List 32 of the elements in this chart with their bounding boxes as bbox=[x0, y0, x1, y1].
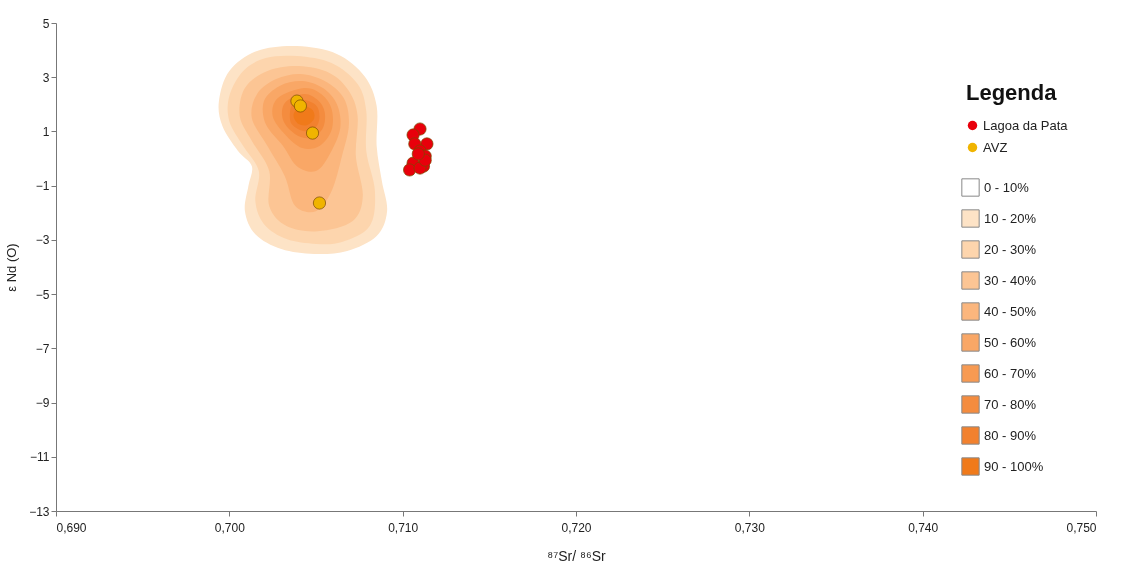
legend-label: 70 - 80% bbox=[984, 396, 1037, 412]
y-tick-label: 5 bbox=[42, 16, 50, 31]
y-tick-label: 3 bbox=[42, 70, 50, 85]
x-tick-label: 0,710 bbox=[388, 520, 419, 535]
legend-label: AVZ bbox=[983, 139, 1008, 155]
legend-label: 40 - 50% bbox=[984, 303, 1037, 319]
legend-label: 20 - 30% bbox=[984, 241, 1037, 257]
legend-label: 0 - 10% bbox=[984, 179, 1030, 195]
x-tick-label: 0,720 bbox=[561, 520, 592, 535]
y-tick-label: 1 bbox=[42, 124, 50, 139]
legend-label: 80 - 90% bbox=[984, 427, 1037, 443]
y-tick-label: −7 bbox=[35, 341, 50, 356]
x-tick-label: 0,690 bbox=[56, 520, 87, 535]
legend-label: 60 - 70% bbox=[984, 365, 1037, 381]
x-tick-label: 0,730 bbox=[734, 520, 766, 535]
legend-label: 50 - 60% bbox=[984, 334, 1037, 350]
y-tick-label: −9 bbox=[35, 396, 50, 411]
legend-label: 10 - 20% bbox=[984, 210, 1037, 226]
legend-label: Lagoa da Pata bbox=[983, 117, 1069, 133]
x-tick-label: 0,750 bbox=[1066, 520, 1097, 535]
y-tick-label: −5 bbox=[35, 287, 50, 302]
x-tick-label: 0,740 bbox=[908, 520, 939, 535]
y-axis-title: ε Nd (O) bbox=[4, 243, 20, 292]
legend-title: Legenda bbox=[966, 80, 1058, 105]
y-tick-label: −13 bbox=[29, 504, 50, 519]
y-tick-label: −3 bbox=[35, 233, 50, 248]
y-tick-label: −11 bbox=[30, 450, 50, 465]
legend-label: 90 - 100% bbox=[984, 458, 1044, 474]
x-tick-label: 0,700 bbox=[214, 520, 246, 535]
legend-label: 30 - 40% bbox=[984, 272, 1037, 288]
y-tick-label: −1 bbox=[35, 179, 50, 194]
x-axis-title: ⁸⁷Sr/ ⁸⁶Sr bbox=[547, 547, 607, 564]
